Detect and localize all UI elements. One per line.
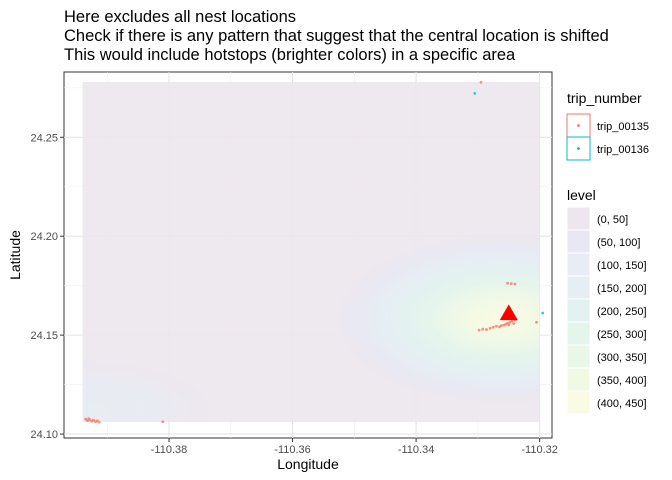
- x-tick-label: -110.36: [274, 444, 311, 456]
- y-tick-label: 24.20: [30, 231, 58, 243]
- y-axis-title: Latitude: [7, 230, 23, 280]
- axes: -110.38 -110.36 -110.34 -110.32 24.10 24.15 24…: [7, 132, 558, 472]
- plot-panel: [63, 71, 553, 439]
- data-point: [512, 322, 516, 326]
- data-point: [87, 417, 91, 421]
- chart-title-line-1: Here excludes all nest locations: [64, 8, 297, 26]
- density-secondary: [82, 81, 540, 423]
- legend-trip-dot: [577, 124, 580, 127]
- data-point: [481, 327, 485, 331]
- legend-level-label: (350, 400]: [597, 375, 647, 387]
- legend-level-swatch: [567, 345, 590, 368]
- legend-level-swatch: [567, 276, 590, 299]
- data-point: [507, 323, 511, 327]
- chart-title-line-3: This would include hotstops (brighter co…: [64, 46, 516, 64]
- legend-level-swatch: [567, 299, 590, 322]
- data-point: [477, 328, 481, 332]
- data-point: [97, 420, 101, 424]
- legend-level-swatch: [567, 207, 590, 230]
- data-point: [513, 282, 517, 286]
- legend-trip-label: trip_00135: [597, 121, 649, 133]
- y-tick-label: 24.10: [30, 429, 58, 441]
- legend-level-label: (250, 300]: [597, 329, 647, 341]
- data-point: [479, 80, 483, 84]
- x-axis-title: Longitude: [277, 456, 339, 472]
- data-point: [506, 281, 509, 285]
- legend-level-label: (400, 450]: [597, 398, 647, 410]
- x-tick-label: -110.34: [398, 444, 435, 456]
- x-tick-label: -110.38: [151, 444, 188, 456]
- legend-level-swatch: [567, 368, 590, 391]
- legend-level-swatch: [567, 322, 590, 345]
- data-point: [161, 420, 165, 424]
- legend-level-title: level: [567, 187, 596, 203]
- chart-title: Here excludes all nest locations Check i…: [64, 8, 609, 65]
- legend-level-swatch: [567, 391, 590, 414]
- legend-trip-title: trip_number: [567, 90, 642, 106]
- legend-level-label: (300, 350]: [597, 352, 647, 364]
- data-point: [495, 324, 498, 328]
- legend: trip_number trip_00135 trip_00136level(0, …: [566, 90, 649, 414]
- y-tick-label: 24.25: [30, 132, 58, 144]
- data-point: [473, 91, 477, 95]
- central-location-marker: [499, 304, 518, 321]
- data-point: [491, 325, 495, 329]
- legend-level-label: (150, 200]: [597, 283, 647, 295]
- series-trip_00136: [473, 91, 545, 315]
- legend-trip-label: trip_00136: [597, 144, 649, 156]
- y-tick-label: 24.15: [30, 330, 58, 342]
- legend-level-label: (100, 150]: [597, 260, 647, 272]
- legend-trip-dot: [577, 147, 580, 150]
- legend-level-swatch: [567, 230, 590, 253]
- data-point: [92, 418, 96, 422]
- data-point: [541, 311, 545, 315]
- legend-level-label: (200, 250]: [597, 306, 647, 318]
- data-point: [535, 320, 538, 324]
- data-point: [499, 324, 503, 328]
- legend-level-swatch: [567, 253, 590, 276]
- density-surface: [82, 81, 540, 423]
- x-tick-label: -110.32: [521, 444, 558, 456]
- data-point: [509, 282, 513, 286]
- chart-title-line-2: Check if there is any pattern that sugge…: [64, 27, 609, 45]
- legend-level-label: (0, 50]: [597, 214, 628, 226]
- data-point: [485, 328, 488, 331]
- data-point: [488, 326, 492, 330]
- data-point: [510, 319, 514, 323]
- legend-level-label: (50, 100]: [597, 237, 640, 249]
